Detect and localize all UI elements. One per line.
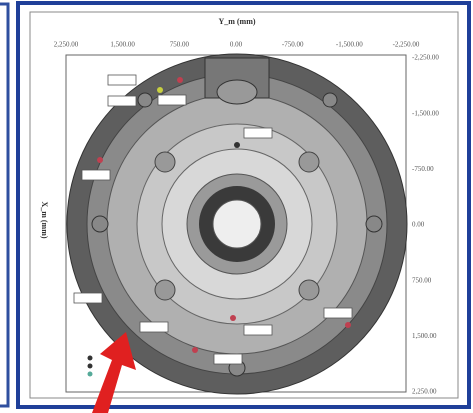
bore <box>212 199 262 249</box>
legend-marker <box>87 371 93 377</box>
legend-markers <box>87 355 93 377</box>
label-box <box>107 74 137 86</box>
marker <box>177 77 183 83</box>
top-tick-label: 0.00 <box>230 41 243 49</box>
right-tick-label: -750.00 <box>412 165 434 173</box>
label-box <box>107 95 137 107</box>
top-tick-label: -2,250.00 <box>393 41 420 49</box>
hole <box>298 279 320 301</box>
top-tick-label: -1,500.00 <box>336 41 363 49</box>
part-drawing <box>66 53 408 395</box>
hole <box>91 215 109 233</box>
label-box <box>323 307 353 319</box>
right-tick-label: 2,250.00 <box>412 388 437 396</box>
marker <box>192 347 198 353</box>
top-tick-label: -750.00 <box>282 41 304 49</box>
label-box <box>73 292 103 304</box>
top-slot <box>216 79 258 105</box>
hole <box>154 151 176 173</box>
top-tick-label: 1,500.00 <box>110 41 135 49</box>
label-box <box>139 321 169 333</box>
right-tick-label: -2,250.00 <box>412 54 439 62</box>
label-box <box>157 94 187 106</box>
right-tick-label: 750.00 <box>412 276 432 284</box>
label-box <box>243 324 273 336</box>
label-box <box>81 169 111 181</box>
label-box <box>213 353 243 365</box>
marker <box>97 157 103 163</box>
right-tick-label: 1,500.00 <box>412 332 437 340</box>
hole <box>154 279 176 301</box>
right-tick-label: 0.00 <box>412 221 425 229</box>
marker <box>157 87 163 93</box>
tick-labels: 2,250.00 1,500.00 750.00 0.00 -750.00 -1,500.… <box>54 41 440 396</box>
side-panel <box>0 2 10 408</box>
right-tick-label: -1,500.00 <box>412 109 439 117</box>
y-axis-title: X_m (mm) <box>40 201 49 238</box>
hole <box>137 92 153 108</box>
label-box <box>243 127 273 139</box>
marker <box>234 142 240 148</box>
hole <box>365 215 383 233</box>
label-boxes <box>73 74 353 365</box>
top-tick-label: 750.00 <box>170 41 190 49</box>
x-axis-title: Y_m (mm) <box>218 17 255 26</box>
hole <box>322 92 338 108</box>
marker <box>230 315 236 321</box>
top-tick-label: 2,250.00 <box>54 41 79 49</box>
legend-marker <box>87 363 93 369</box>
marker <box>345 322 351 328</box>
legend-marker <box>87 355 93 361</box>
pointer-arrow <box>92 332 136 413</box>
hole <box>298 151 320 173</box>
